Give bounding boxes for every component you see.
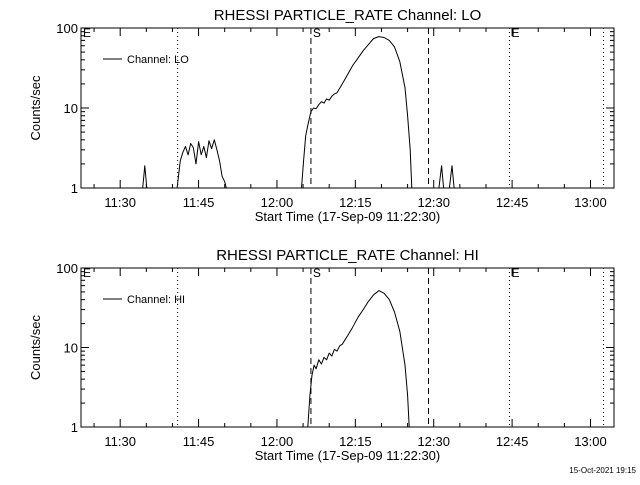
panel1-x-tick-label: 12:15: [339, 195, 372, 210]
panel1-event-marker-label: E: [83, 26, 91, 40]
panel2-event-marker-label: S: [313, 266, 321, 280]
panel1-y-tick-label: 100: [56, 21, 78, 36]
panel2-chart-title: RHESSI PARTICLE_RATE Channel: HI: [216, 247, 479, 264]
panel2-x-tick-label: 12:00: [261, 434, 294, 449]
panel2-series-line: [307, 290, 410, 428]
panel1-y-tick-label: 10: [64, 101, 78, 116]
panel1-x-tick-label: 12:45: [496, 195, 529, 210]
panel1-series-line: [176, 139, 227, 189]
panel1-x-tick-label: 12:30: [417, 195, 450, 210]
panel1-chart-title: RHESSI PARTICLE_RATE Channel: LO: [214, 7, 482, 24]
panel2-plot-frame: [80, 267, 615, 428]
panel2-event-marker-label: E: [83, 266, 91, 280]
panel1-series-line: [142, 165, 148, 189]
panel1-x-axis-label: Start Time (17-Sep-09 11:22:30): [255, 209, 440, 224]
panel1-x-tick-label: 13:00: [574, 195, 607, 210]
panel2-x-tick-label: 13:00: [574, 434, 607, 449]
panel2-x-tick-label: 11:45: [183, 434, 215, 449]
panel2-event-marker-label: E: [511, 266, 519, 280]
panel2-legend-label: Channel: HI: [127, 294, 185, 306]
panel2-x-tick-label: 11:30: [104, 434, 136, 449]
panel2-x-tick-label: 12:30: [417, 434, 450, 449]
panel1-series-line: [301, 36, 413, 189]
panel2-y-tick-label: 100: [56, 261, 78, 276]
panel2-x-tick-label: 12:45: [496, 434, 529, 449]
panel1-x-tick-label: 11:30: [104, 195, 136, 210]
panel1-x-tick-label: 12:00: [261, 195, 294, 210]
panel2-y-tick-label: 10: [64, 341, 78, 356]
footer-timestamp: 15-Oct-2021 19:15: [569, 466, 636, 475]
panel1-event-marker-label: E: [511, 26, 519, 40]
panel1-event-marker-label: S: [313, 26, 321, 40]
panel2-x-axis-label: Start Time (17-Sep-09 11:22:30): [255, 448, 440, 463]
panel1-x-tick-label: 11:45: [183, 195, 215, 210]
panel2-x-tick-label: 12:15: [339, 434, 372, 449]
panel1-legend-label: Channel: LO: [127, 54, 189, 66]
panel1-y-axis-label: Counts/sec: [28, 75, 43, 141]
panel1-y-tick-label: 1: [71, 181, 78, 196]
panel2-y-tick-label: 1: [71, 420, 78, 435]
panel1-plot-frame: [80, 27, 615, 189]
panel1-series-line: [448, 165, 455, 189]
panel1-series-line: [438, 165, 445, 189]
panel2-y-axis-label: Counts/sec: [28, 314, 43, 380]
